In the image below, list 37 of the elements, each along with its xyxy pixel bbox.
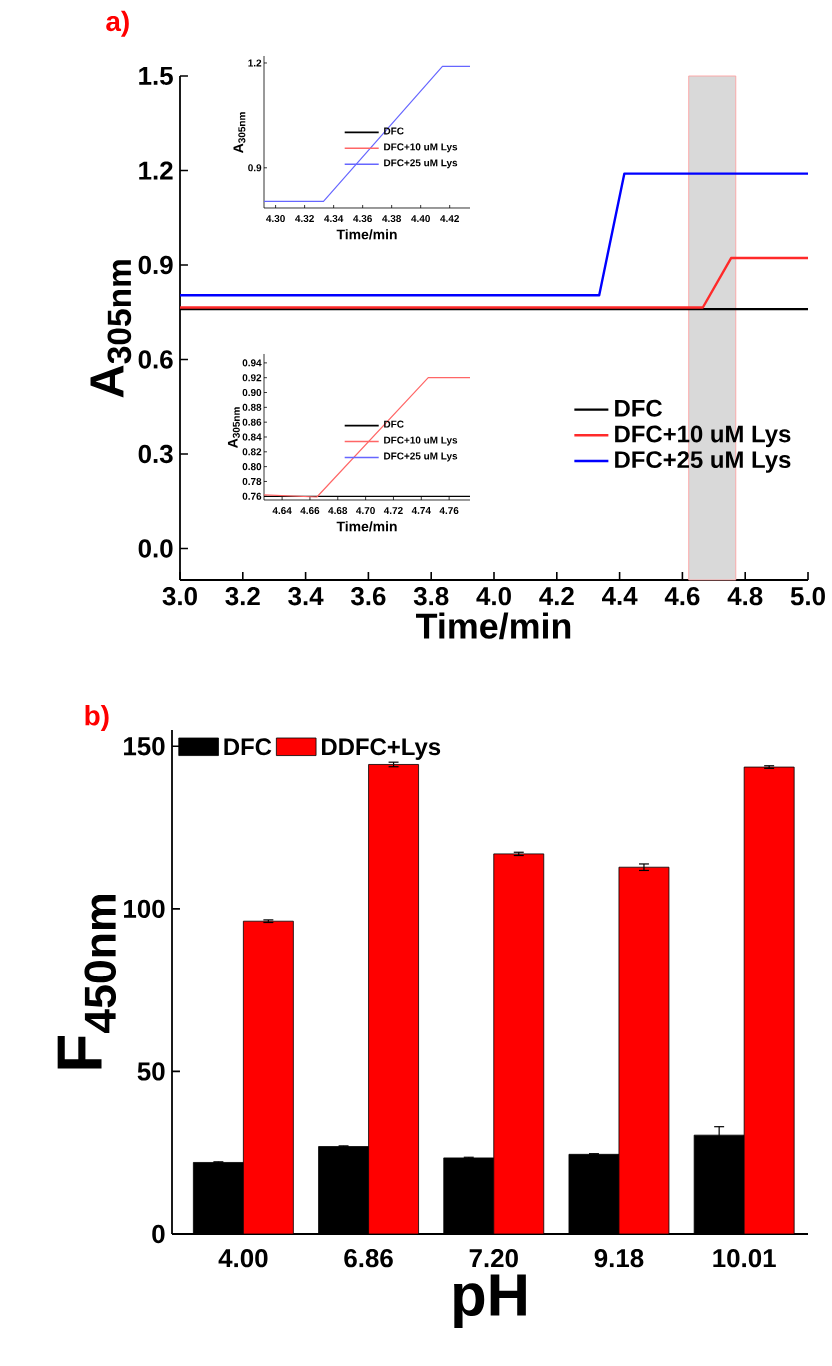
x-axis-title: pH xyxy=(454,1274,526,1328)
y-tick-label: 0.0 xyxy=(138,539,173,558)
legend-label: DFC xyxy=(615,399,663,417)
y-tick-label: 50 xyxy=(137,1062,165,1081)
x-tick-label: 3.0 xyxy=(162,587,197,606)
y-tick-label: 1.5 xyxy=(139,66,173,86)
x-tick-label: 3.2 xyxy=(225,587,260,606)
y-axis-title: F$_{450nm}$ xyxy=(57,895,117,1069)
legend-label: DFC+10 uM Lys xyxy=(615,425,791,448)
x-tick-label: 10.01 xyxy=(713,1249,776,1268)
chart-title: a) xyxy=(106,10,129,37)
chart-title: b) xyxy=(85,705,109,732)
x-tick-label: 4.8 xyxy=(727,587,763,606)
x-tick-label: 6.86 xyxy=(344,1249,393,1268)
y-tick-label: 150 xyxy=(124,737,165,756)
x-tick-label: 4.6 xyxy=(664,587,700,606)
x-tick-label: 9.18 xyxy=(594,1249,644,1268)
x-tick-label: 5.0 xyxy=(790,587,825,606)
x-tick-label: 3.4 xyxy=(288,587,324,606)
y-tick-label: 0.3 xyxy=(138,444,173,464)
y-axis-title: A$_{305nm}$ xyxy=(90,260,132,398)
x-tick-label: 3.6 xyxy=(350,587,386,606)
legend-label: DFC xyxy=(224,738,272,756)
y-tick-label: 0.9 xyxy=(138,255,173,275)
y-tick-label: 1.2 xyxy=(139,161,173,180)
x-tick-label: 4.0 xyxy=(476,587,511,606)
y-tick-label: 0 xyxy=(152,1224,165,1244)
x-tick-label: 4.4 xyxy=(602,587,638,605)
y-tick-label: 100 xyxy=(124,899,165,918)
legend-label: DDFC+Lys xyxy=(322,738,441,761)
y-tick-label: 0.6 xyxy=(138,350,173,369)
x-tick-label: 3.8 xyxy=(413,587,449,606)
x-tick-label: 4.00 xyxy=(218,1249,268,1268)
x-tick-label: 4.2 xyxy=(539,587,574,606)
x-tick-label: 7.20 xyxy=(469,1249,518,1268)
legend-label: DFC+25 uM Lys xyxy=(615,451,791,473)
x-axis-title: Time/min xyxy=(416,612,571,640)
